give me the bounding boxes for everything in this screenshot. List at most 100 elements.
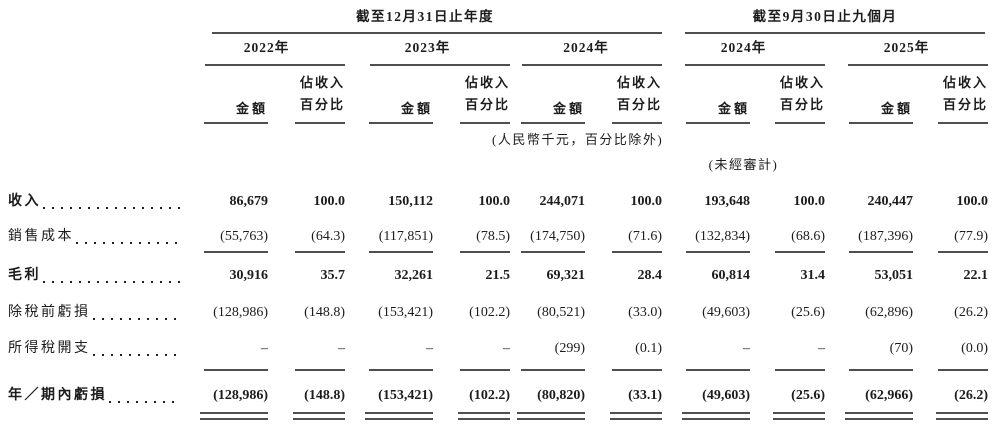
table-cell: 86,679 (229, 194, 269, 209)
year-header-2022: 2022年 (243, 40, 290, 55)
table-cell: 28.4 (637, 268, 663, 283)
table-cell: (78.5) (476, 229, 510, 244)
rule (849, 369, 913, 371)
period-group-nine-months: 截至9月30日止九個月 (752, 9, 898, 24)
rule (460, 369, 510, 371)
table-row-loss-before-tax: 除稅前虧損 (128,986) (148.8) (153,421) (102.2… (0, 304, 988, 322)
table-cell: (0.0) (961, 341, 988, 356)
table-cell: (102.2) (469, 388, 510, 403)
row-label-text: 年／期內虧損 (8, 388, 107, 403)
rule (204, 122, 268, 124)
double-rule (517, 412, 585, 420)
table-cell: 100.0 (313, 194, 346, 209)
year-header-2025: 2025年 (883, 40, 930, 55)
dot-leader (109, 401, 180, 403)
group-rule-row (0, 32, 988, 34)
table-cell: (77.9) (954, 229, 988, 244)
table-cell: – (261, 341, 268, 356)
table-cell: – (503, 341, 510, 356)
year-header-2023: 2023年 (404, 40, 451, 55)
rule (521, 122, 585, 124)
pct-header-line1: 佔收入 (942, 75, 988, 90)
table-cell: (148.8) (304, 305, 345, 320)
double-rule (610, 412, 662, 420)
double-rule (936, 412, 988, 420)
table-cell: (80,521) (537, 305, 585, 320)
rule (775, 251, 825, 253)
table-cell: (148.8) (304, 388, 345, 403)
rule (460, 122, 510, 124)
table-cell: (174,750) (530, 229, 585, 244)
table-cell: (153,421) (378, 305, 433, 320)
table-cell: 30,916 (229, 268, 269, 283)
rule (612, 251, 662, 253)
rule (686, 122, 750, 124)
table-cell: (49,603) (702, 305, 750, 320)
year-header-2024: 2024年 (563, 40, 609, 55)
table-cell: 193,648 (704, 194, 751, 209)
table-cell: 35.7 (320, 268, 346, 283)
rule (460, 251, 510, 253)
rule-row (0, 251, 988, 253)
table-cell: – (818, 341, 825, 356)
table-cell: (33.0) (628, 305, 662, 320)
dot-leader (92, 354, 180, 356)
table-cell: 60,814 (711, 268, 751, 283)
double-rule (293, 412, 345, 420)
table-cell: (62,966) (865, 388, 913, 403)
pct-of-revenue-header: 佔收入 百分比 (433, 72, 510, 116)
table-cell: (153,421) (378, 388, 433, 403)
rule (849, 251, 913, 253)
rule (938, 122, 988, 124)
table-cell: (0.1) (635, 341, 662, 356)
rule (369, 122, 433, 124)
rule (848, 64, 988, 66)
rule (369, 251, 433, 253)
rule (775, 369, 825, 371)
rule (685, 32, 985, 34)
table-cell: (299) (554, 341, 585, 356)
row-label: 毛利 (0, 267, 188, 285)
subheader-row: 金額 佔收入 百分比 金額 佔收入 百分比 金額 佔收入 百分比 金額 佔收入 … (0, 72, 988, 116)
rule (295, 251, 345, 253)
table-cell: 21.5 (485, 268, 511, 283)
pct-of-revenue-header: 佔收入 百分比 (585, 72, 662, 116)
row-label: 年／期內虧損 (0, 387, 188, 405)
dot-leader (43, 207, 180, 209)
rule (212, 32, 662, 34)
table-cell: 150,112 (388, 194, 433, 209)
table-cell: 100.0 (793, 194, 826, 209)
table-cell: (49,603) (702, 388, 750, 403)
rule (938, 369, 988, 371)
table-row-cost-of-sales: 銷售成本 (55,763) (64.3) (117,851) (78.5) (1… (0, 228, 988, 246)
double-rule (773, 412, 825, 420)
table-cell: 244,071 (539, 194, 586, 209)
dot-leader (43, 281, 180, 283)
table-row-income-tax-expense: 所得稅開支 – – – – (299) (0.1) – – (70) (0.0) (0, 340, 988, 358)
rule (205, 64, 345, 66)
table-cell: 69,321 (546, 268, 586, 283)
table-cell: (128,986) (213, 305, 268, 320)
row-label: 除稅前虧損 (0, 304, 188, 322)
table-cell: (26.2) (954, 305, 988, 320)
rule (522, 64, 662, 66)
table-cell: (55,763) (220, 229, 268, 244)
table-cell: 100.0 (630, 194, 663, 209)
dot-leader (92, 318, 180, 320)
pct-header-line1: 佔收入 (464, 75, 510, 90)
rule (521, 251, 585, 253)
rule (295, 122, 345, 124)
row-label-text: 除稅前虧損 (8, 305, 91, 320)
pct-header-line1: 佔收入 (616, 75, 662, 90)
table-cell: 53,051 (874, 268, 914, 283)
rule (521, 369, 585, 371)
rule (686, 251, 750, 253)
table-cell: – (338, 341, 345, 356)
amount-header: 金額 (400, 101, 433, 116)
pct-of-revenue-header: 佔收入 百分比 (913, 72, 988, 116)
rule (370, 64, 510, 66)
amount-header: 金額 (880, 101, 913, 116)
row-label: 所得稅開支 (0, 340, 188, 358)
unaudited-note: (未經審計) (708, 157, 779, 172)
